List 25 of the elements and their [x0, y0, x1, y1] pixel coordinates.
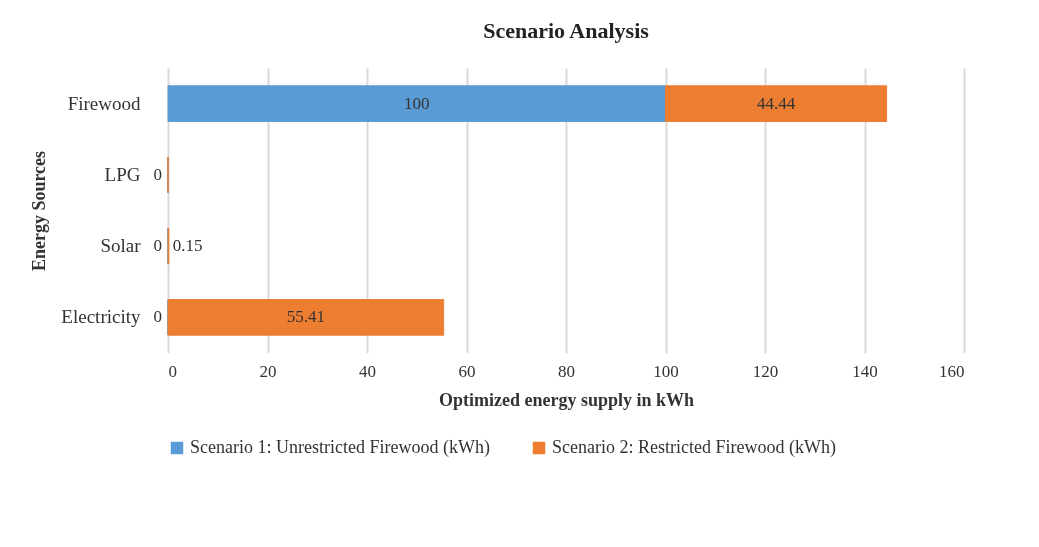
y-tick-label: Solar: [100, 235, 142, 257]
x-tick-label: 160: [939, 361, 965, 381]
y-tick-label: Electricity: [61, 306, 141, 328]
x-tick-label: 20: [259, 361, 277, 381]
x-tick-label: 40: [359, 361, 376, 381]
x-tick-label: 120: [752, 361, 779, 381]
data-label: 0.15: [172, 236, 203, 256]
x-axis-title: Optimized energy supply in kWh: [438, 389, 695, 410]
legend-label: Scenario 2: Restricted Firewood (kWh): [552, 437, 836, 458]
x-tick-label: 0: [168, 361, 177, 381]
y-tick-label: Firewood: [67, 92, 141, 114]
x-tick-label: 100: [653, 361, 679, 381]
x-tick-label: 80: [558, 361, 575, 381]
legend-label: Scenario 1: Unrestricted Firewood (kWh): [190, 437, 490, 458]
x-tick-label: 60: [458, 361, 476, 381]
y-tick-label: LPG: [104, 163, 141, 185]
x-tick-label: 140: [852, 361, 878, 381]
data-label: 0: [153, 307, 162, 327]
data-label: 55.41: [286, 307, 325, 327]
chart-title: Scenario Analysis: [483, 18, 650, 43]
data-label: 100: [404, 93, 430, 113]
data-label: 44.44: [756, 93, 796, 113]
y-axis-title: Energy Sources: [29, 150, 50, 272]
data-label: 0: [153, 164, 162, 184]
data-label: 0: [153, 236, 162, 256]
